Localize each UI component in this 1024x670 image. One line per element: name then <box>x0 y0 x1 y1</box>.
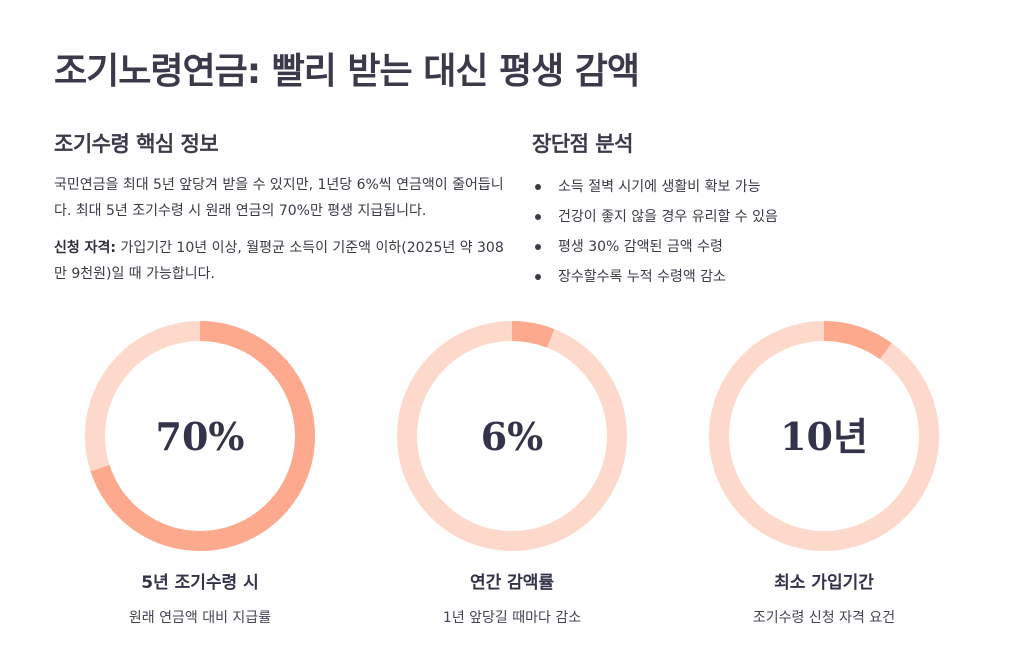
ring-fill <box>709 321 939 551</box>
info-heading: 조기수령 핵심 정보 <box>54 132 219 156</box>
list-item: 소득 절벽 시기에 생활비 확보 가능 <box>532 172 778 202</box>
ring-chart: 70% <box>85 321 315 551</box>
list-item: 건강이 좋지 않을 경우 유리할 수 있음 <box>532 202 778 232</box>
list-item: 평생 30% 감액된 금액 수령 <box>532 232 778 262</box>
stat-label: 5년 조기수령 시 <box>141 573 259 593</box>
list-item-text: 장수할수록 누적 수령액 감소 <box>558 269 726 285</box>
list-item-text: 소득 절벽 시기에 생활비 확보 가능 <box>558 179 761 195</box>
eligibility-label: 신청 자격: <box>54 240 116 256</box>
ring-chart: 6% <box>397 321 627 551</box>
ring-fill <box>397 321 627 551</box>
ring-fill <box>85 321 315 551</box>
bullet-icon <box>535 214 541 220</box>
stat-description: 조기수령 신청 자격 요건 <box>752 610 896 626</box>
pros-cons-heading: 장단점 분석 <box>532 132 633 156</box>
eligibility-paragraph: 신청 자격: 가입기간 10년 이상, 월평균 소득이 기준액 이하(2025년… <box>54 235 504 287</box>
stat-label: 연간 감액률 <box>469 573 555 593</box>
stat-description: 원래 연금액 대비 지급률 <box>128 610 272 626</box>
eligibility-text: 가입기간 10년 이상, 월평균 소득이 기준액 이하(2025년 약 308만… <box>54 240 504 282</box>
ring-chart: 10년 <box>709 321 939 551</box>
bullet-icon <box>535 184 541 190</box>
stat-card-payout-rate: 70% 5년 조기수령 시 원래 연금액 대비 지급률 <box>70 318 330 627</box>
stat-card-annual-reduction: 6% 연간 감액률 1년 앞당길 때마다 감소 <box>382 318 642 627</box>
list-item-text: 평생 30% 감액된 금액 수령 <box>558 239 723 255</box>
stat-value: 6% <box>481 414 544 459</box>
stat-card-min-period: 10년 최소 가입기간 조기수령 신청 자격 요건 <box>694 318 954 627</box>
info-paragraph: 국민연금을 최대 5년 앞당겨 받을 수 있지만, 1년당 6%씩 연금액이 줄… <box>54 177 504 219</box>
list-item: 장수할수록 누적 수령액 감소 <box>532 262 778 292</box>
stat-value: 10년 <box>780 414 868 459</box>
stat-description: 1년 앞당길 때마다 감소 <box>442 610 582 626</box>
stat-label: 최소 가입기간 <box>774 573 874 593</box>
stat-value: 70% <box>156 414 245 459</box>
bullet-icon <box>535 274 541 280</box>
pros-cons-list: 소득 절벽 시기에 생활비 확보 가능 건강이 좋지 않을 경우 유리할 수 있… <box>532 172 778 292</box>
bullet-icon <box>535 244 541 250</box>
list-item-text: 건강이 좋지 않을 경우 유리할 수 있음 <box>558 209 778 225</box>
page-title: 조기노령연금: 빨리 받는 대신 평생 감액 <box>54 51 640 92</box>
